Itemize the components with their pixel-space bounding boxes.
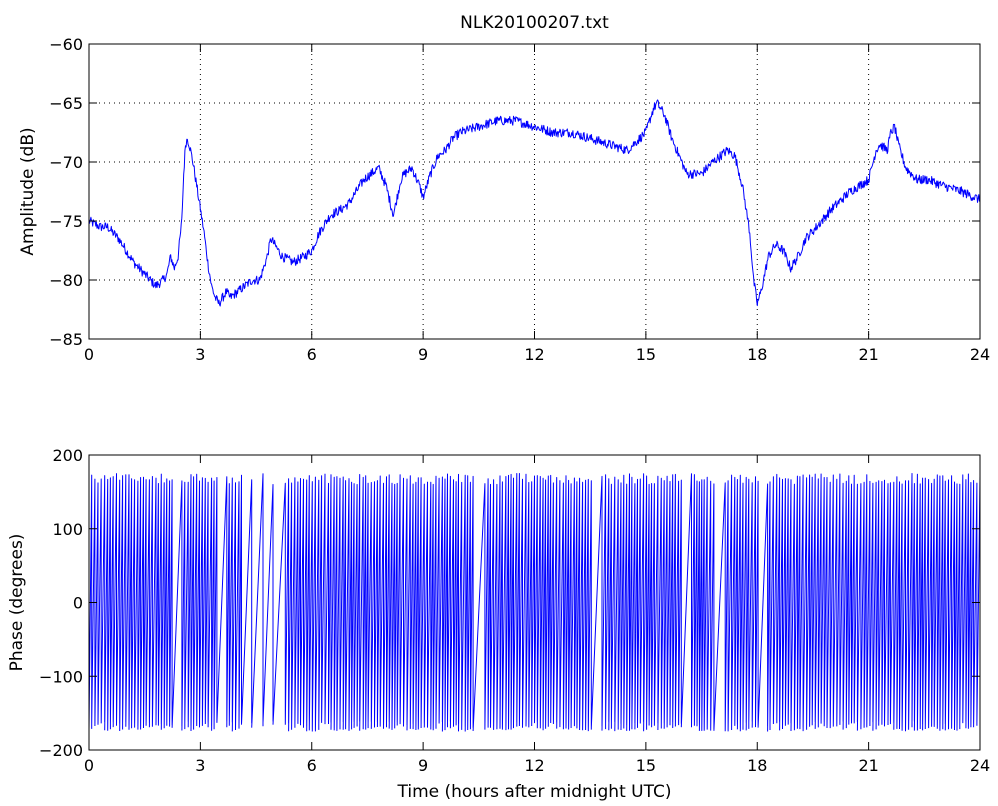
series-line <box>89 99 980 307</box>
x-tick-label: 12 <box>524 756 544 775</box>
x-tick-label: 3 <box>195 756 205 775</box>
y-tick-label: −100 <box>39 667 83 686</box>
x-tick-label: 15 <box>636 756 656 775</box>
y-tick-label: −70 <box>49 153 83 172</box>
x-tick-label: 9 <box>418 756 428 775</box>
x-tick-label: 3 <box>195 345 205 364</box>
y-tick-label: −85 <box>49 330 83 349</box>
y-tick-label: −200 <box>39 741 83 760</box>
y-tick-label: −65 <box>49 94 83 113</box>
y-tick-label: 100 <box>52 520 83 539</box>
y-tick-label: 0 <box>73 594 83 613</box>
x-tick-label: 21 <box>858 345 878 364</box>
y-axis-title: Phase (degrees) <box>7 534 27 672</box>
x-tick-label: 0 <box>84 345 94 364</box>
x-tick-label: 18 <box>747 345 767 364</box>
series-line <box>89 473 980 732</box>
y-axis-title: Amplitude (dB) <box>18 127 38 255</box>
x-tick-label: 24 <box>970 345 990 364</box>
x-tick-label: 6 <box>307 345 317 364</box>
y-tick-label: −80 <box>49 271 83 290</box>
x-axis-title: Time (hours after midnight UTC) <box>396 782 671 802</box>
x-tick-label: 21 <box>858 756 878 775</box>
chart-title: NLK20100207.txt <box>460 13 609 33</box>
y-tick-label: −75 <box>49 212 83 231</box>
x-tick-label: 6 <box>307 756 317 775</box>
amplitude-axes: 0 3 6 9 12 15 18 21 24 −85 −80 −75 −70 −65 −60 NLK20100… <box>18 13 990 364</box>
x-tick-label: 12 <box>524 345 544 364</box>
x-tick-label: 24 <box>970 756 990 775</box>
x-tick-label: 0 <box>84 756 94 775</box>
x-tick-label: 9 <box>418 345 428 364</box>
x-tick-label: 18 <box>747 756 767 775</box>
y-tick-label: 200 <box>52 446 83 465</box>
x-tick-label: 15 <box>636 345 656 364</box>
y-tick-label: −60 <box>49 35 83 54</box>
phase-axes: 0 3 6 9 12 15 18 21 24 −200 −100 0 100 200 Phase (degr… <box>7 446 990 802</box>
